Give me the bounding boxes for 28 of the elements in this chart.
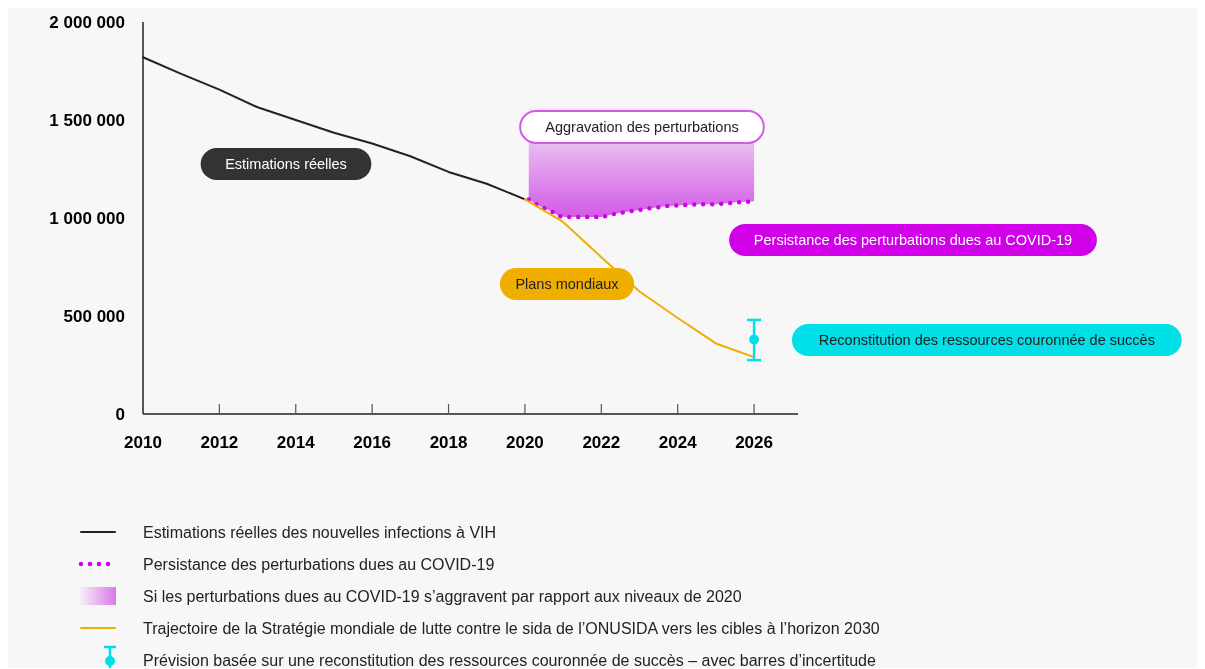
legend-label: Si les perturbations dues au COVID-19 s’aggravent par rapport aux niveaux de 2020 <box>143 588 742 605</box>
y-tick-label: 500 000 <box>63 307 125 326</box>
annotation: Estimations réelles <box>225 156 347 172</box>
annotation: Persistance des perturbations dues au COVID-19 <box>753 232 1073 248</box>
label-pill: Reconstitution des ressources couronnée de succès <box>792 324 1182 356</box>
legend-label: Estimations réelles des nouvelles infections à VIH <box>143 524 497 541</box>
label-pill: Aggravation des perturbations <box>519 110 765 144</box>
legend-label: Persistance des perturbations dues au COVID-19 <box>143 556 495 573</box>
legend-label: Trajectoire de la Stratégie mondiale de lutte contre le sida de l’ONUSIDA vers les cibles à l’horizon 2030 <box>143 620 880 637</box>
y-tick-label: 1 000 000 <box>49 209 125 228</box>
label-pill: Estimations réelles <box>200 148 372 180</box>
y-tick-label: 0 <box>115 405 125 424</box>
label-pill: Persistance des perturbations dues au COVID-19 <box>729 224 1097 256</box>
y-tick-label: 2 000 000 <box>49 13 125 32</box>
x-tick-label: 2010 <box>124 433 162 452</box>
x-tick-label: 2018 <box>429 433 468 452</box>
x-tick-label: 2022 <box>582 433 621 452</box>
x-tick-label: 2014 <box>276 433 316 452</box>
x-tick-label: 2020 <box>506 433 544 452</box>
annotation: Aggravation des perturbations <box>545 119 739 135</box>
y-tick-label: 1 500 000 <box>49 111 125 130</box>
annotation: Plans mondiaux <box>515 276 620 292</box>
x-tick-label: 2012 <box>200 433 239 452</box>
label-pill: Plans mondiaux <box>499 268 635 300</box>
x-tick-label: 2026 <box>735 433 773 452</box>
x-tick-label: 2016 <box>353 433 392 452</box>
x-tick-label: 2024 <box>658 433 698 452</box>
legend-label: Prévision basée sur une reconstitution des ressources couronnée de succès – avec barres d’incertitude <box>143 652 876 669</box>
